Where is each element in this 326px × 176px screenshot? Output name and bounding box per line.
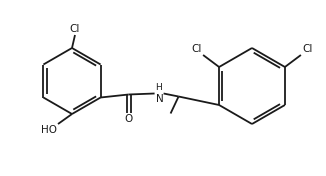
Text: H: H <box>156 83 162 93</box>
Text: N: N <box>156 95 163 105</box>
Text: O: O <box>125 115 133 124</box>
Text: Cl: Cl <box>70 24 80 34</box>
Text: HO: HO <box>41 125 57 135</box>
Text: Cl: Cl <box>302 44 312 54</box>
Text: Cl: Cl <box>192 44 202 54</box>
